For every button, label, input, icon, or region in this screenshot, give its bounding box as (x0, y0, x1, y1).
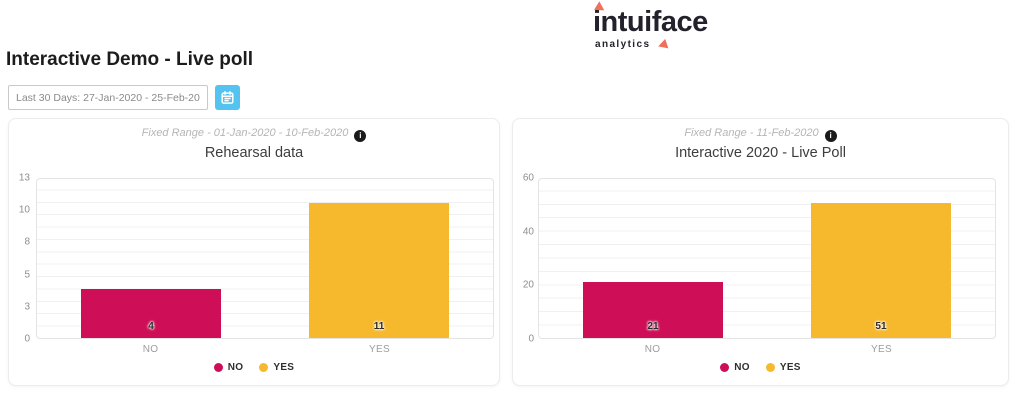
chart-legend: NO YES (513, 362, 1008, 373)
bar-value-label: 21 (647, 321, 659, 332)
y-tick-label: 10 (18, 204, 30, 216)
x-axis-labels: NO YES (36, 344, 494, 355)
y-tick-label: 5 (24, 269, 30, 281)
brand-logo: intuiface analytics (593, 1, 708, 52)
chart-subtitle-row: Fixed Range - 01-Jan-2020 - 10-Feb-2020 i (9, 127, 499, 142)
bar-no: 21 (583, 282, 723, 338)
x-axis-labels: NO YES (538, 344, 996, 355)
y-tick-label: 13 (18, 172, 30, 184)
y-tick-label: 0 (528, 333, 534, 345)
logo-triangle-icon (657, 38, 669, 52)
legend-item-no[interactable]: NO (213, 362, 244, 373)
legend-dot-icon (765, 363, 775, 372)
plot-area: 21 51 (538, 178, 996, 339)
chart-title: Interactive 2020 - Live Poll (675, 145, 846, 161)
chart-subtitle: Fixed Range - 11-Feb-2020 (684, 127, 819, 139)
x-tick-label: NO (644, 344, 661, 355)
legend-item-yes[interactable]: YES (765, 362, 801, 373)
bar-category: 4 (37, 179, 265, 338)
legend-dot-icon (720, 363, 730, 372)
chart-subtitle: Fixed Range - 01-Jan-2020 - 10-Feb-2020 (141, 127, 349, 139)
chart-card-live-poll: Fixed Range - 11-Feb-2020 i Interactive 2… (512, 118, 1009, 386)
legend-item-no[interactable]: NO (720, 362, 750, 373)
date-range-input[interactable] (8, 85, 208, 110)
bar-value-label: 11 (373, 321, 385, 332)
y-tick-label: 60 (522, 172, 534, 184)
logo-sub-text: analytics (595, 39, 651, 51)
bar-category: 51 (767, 179, 995, 338)
y-tick-label: 0 (24, 333, 30, 345)
chart-subtitle-row: Fixed Range - 11-Feb-2020 i (513, 127, 1008, 142)
x-tick-label: YES (871, 344, 892, 355)
legend-label: NO (734, 362, 750, 373)
y-axis: 60 40 20 0 (513, 173, 534, 345)
bar-category: 21 (539, 179, 767, 338)
bar-category: 11 (265, 179, 493, 338)
legend-label: NO (227, 362, 244, 373)
y-tick-label: 20 (522, 279, 534, 291)
bar-yes: 51 (811, 202, 951, 338)
x-tick-label: YES (369, 344, 390, 355)
legend-label: YES (273, 362, 295, 373)
bar-value-label: 51 (875, 321, 887, 332)
plot-area: 4 11 (36, 178, 494, 339)
y-tick-label: 8 (24, 236, 30, 248)
y-tick-label: 3 (24, 301, 30, 313)
chart-legend: NO YES (9, 362, 499, 373)
y-tick-label: 40 (522, 226, 534, 238)
date-range-filter (8, 85, 240, 110)
page-title: Interactive Demo - Live poll (6, 49, 254, 70)
legend-dot-icon (259, 363, 269, 372)
legend-item-yes[interactable]: YES (259, 362, 294, 373)
y-axis: 13 10 8 5 3 0 (9, 173, 30, 345)
logo-brand-text: intuiface (593, 6, 708, 38)
bar-value-label: 4 (148, 321, 154, 332)
bar-no: 4 (81, 289, 221, 338)
chart-card-rehearsal: Fixed Range - 01-Jan-2020 - 10-Feb-2020 i… (8, 118, 500, 386)
legend-label: YES (779, 362, 801, 373)
info-icon[interactable]: i (354, 130, 367, 142)
bar-yes: 11 (309, 203, 449, 338)
info-icon[interactable]: i (824, 130, 837, 142)
calendar-icon (220, 90, 235, 105)
calendar-button[interactable] (215, 85, 240, 110)
chart-title: Rehearsal data (204, 145, 304, 161)
legend-dot-icon (213, 363, 223, 372)
x-tick-label: NO (142, 344, 159, 355)
